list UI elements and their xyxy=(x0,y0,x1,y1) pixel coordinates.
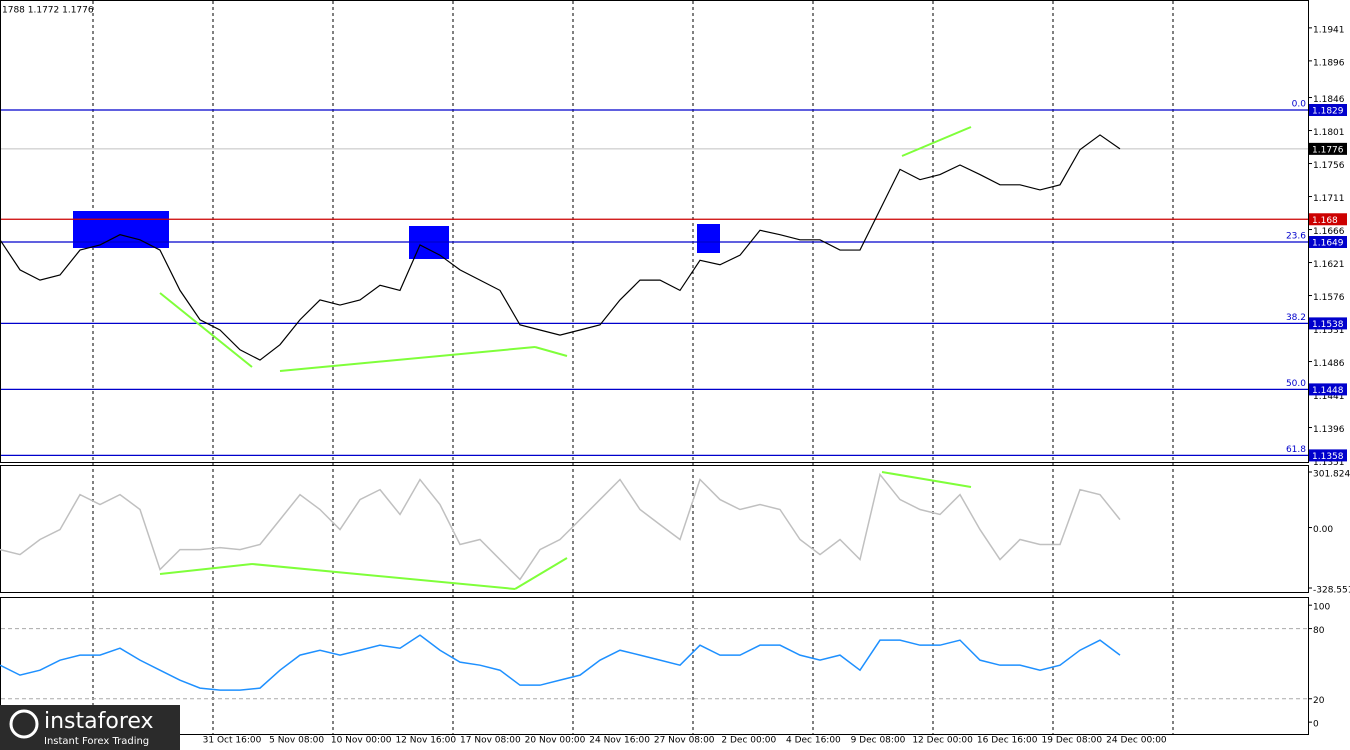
level-label: 50.0 xyxy=(1286,379,1306,389)
price-tag-label: 1.168 xyxy=(1312,216,1338,226)
price-tag-label: 1.1448 xyxy=(1312,386,1344,396)
level-label: 0.0 xyxy=(1292,100,1307,110)
y-tick-label: 301.8242 xyxy=(1313,470,1350,480)
price-tag-label: 1.1358 xyxy=(1312,452,1344,462)
trend-line xyxy=(901,126,972,157)
price-tag xyxy=(1309,104,1347,116)
y-tick-label: 1.1531 xyxy=(1313,326,1345,336)
price-tag xyxy=(1309,317,1347,330)
zone-box xyxy=(697,224,720,253)
y-tick-label: 80 xyxy=(1313,626,1325,636)
logo-brand: instaforex xyxy=(44,709,154,734)
y-tick-label: -328.551 xyxy=(1313,585,1350,595)
y-tick-label: 1.1711 xyxy=(1313,194,1345,204)
price-tag-label: 1.1649 xyxy=(1312,239,1344,249)
x-tick-label: 10 Nov 00:00 xyxy=(331,736,392,746)
price-tag-label: 1.1776 xyxy=(1312,145,1344,155)
x-tick-label: 4 Dec 16:00 xyxy=(786,736,841,746)
trend-line xyxy=(514,557,568,590)
y-tick-label: 1.1621 xyxy=(1313,260,1345,270)
x-tick-label: 12 Dec 00:00 xyxy=(912,736,973,746)
price-tag-label: 1.1829 xyxy=(1312,107,1344,117)
price-tag xyxy=(1309,213,1347,226)
y-tick-label: 0.00 xyxy=(1313,525,1333,535)
trend-line xyxy=(279,346,536,372)
trend-line xyxy=(159,563,253,575)
cci-panel xyxy=(0,465,1309,593)
trend-line xyxy=(881,471,972,488)
y-tick-label: 1.1801 xyxy=(1313,128,1345,138)
trend-line xyxy=(534,346,568,357)
x-tick-label: 31 Oct 16:00 xyxy=(203,736,262,746)
logo-tagline: Instant Forex Trading xyxy=(44,736,149,747)
trend-line xyxy=(159,292,253,368)
x-tick-label: 17 Nov 08:00 xyxy=(460,736,521,746)
y-tick-label: 20 xyxy=(1313,696,1325,706)
series-line xyxy=(0,472,1121,581)
header-text: 1788 1.1772 1.1776 xyxy=(2,6,94,16)
x-tick-label: 24 Nov 16:00 xyxy=(589,736,650,746)
price-panel xyxy=(0,0,1309,463)
logo-icon xyxy=(9,709,39,739)
vertical-grid xyxy=(92,1,1174,734)
y-tick-label: 1.1486 xyxy=(1313,359,1345,369)
x-tick-label: 19 Dec 08:00 xyxy=(1042,736,1103,746)
level-label: 61.8 xyxy=(1286,445,1306,455)
level-label: 23.6 xyxy=(1286,232,1306,242)
x-tick-label: 9 Dec 08:00 xyxy=(851,736,906,746)
price-tag xyxy=(1309,142,1347,155)
trend-line xyxy=(251,563,516,590)
y-tick-label: 1.1896 xyxy=(1313,58,1345,68)
y-tick-label: 1.1846 xyxy=(1313,95,1345,105)
series-line xyxy=(0,134,1121,361)
x-tick-label: 27 Nov 08:00 xyxy=(654,736,715,746)
price-tag-label: 1.1538 xyxy=(1312,320,1344,330)
price-tag xyxy=(1309,449,1347,462)
y-tick-label: 1.1351 xyxy=(1313,458,1345,468)
x-tick-label: 12 Nov 16:00 xyxy=(395,736,456,746)
y-tick-label: 1.1576 xyxy=(1313,293,1345,303)
series-line xyxy=(0,634,1121,691)
y-tick-label: 1.1666 xyxy=(1313,227,1345,237)
x-tick-label: 16 Dec 16:00 xyxy=(977,736,1038,746)
price-tag xyxy=(1309,383,1347,396)
y-tick-label: 0 xyxy=(1313,720,1319,730)
y-tick-label: 1.1396 xyxy=(1313,425,1345,435)
y-tick-label: 1.1441 xyxy=(1313,392,1345,402)
price-tag xyxy=(1309,236,1347,248)
x-tick-label: 24 Dec 00:00 xyxy=(1106,736,1167,746)
y-tick-label: 1.1756 xyxy=(1313,161,1345,171)
level-label: 38.2 xyxy=(1286,313,1306,323)
y-tick-label: 100 xyxy=(1313,603,1330,613)
x-tick-label: 20 Nov 00:00 xyxy=(525,736,586,746)
x-tick-label: 5 Nov 08:00 xyxy=(269,736,324,746)
trend-lines xyxy=(159,126,972,590)
x-tick-label: 2 Dec 00:00 xyxy=(721,736,776,746)
y-tick-label: 1.1941 xyxy=(1313,25,1345,35)
